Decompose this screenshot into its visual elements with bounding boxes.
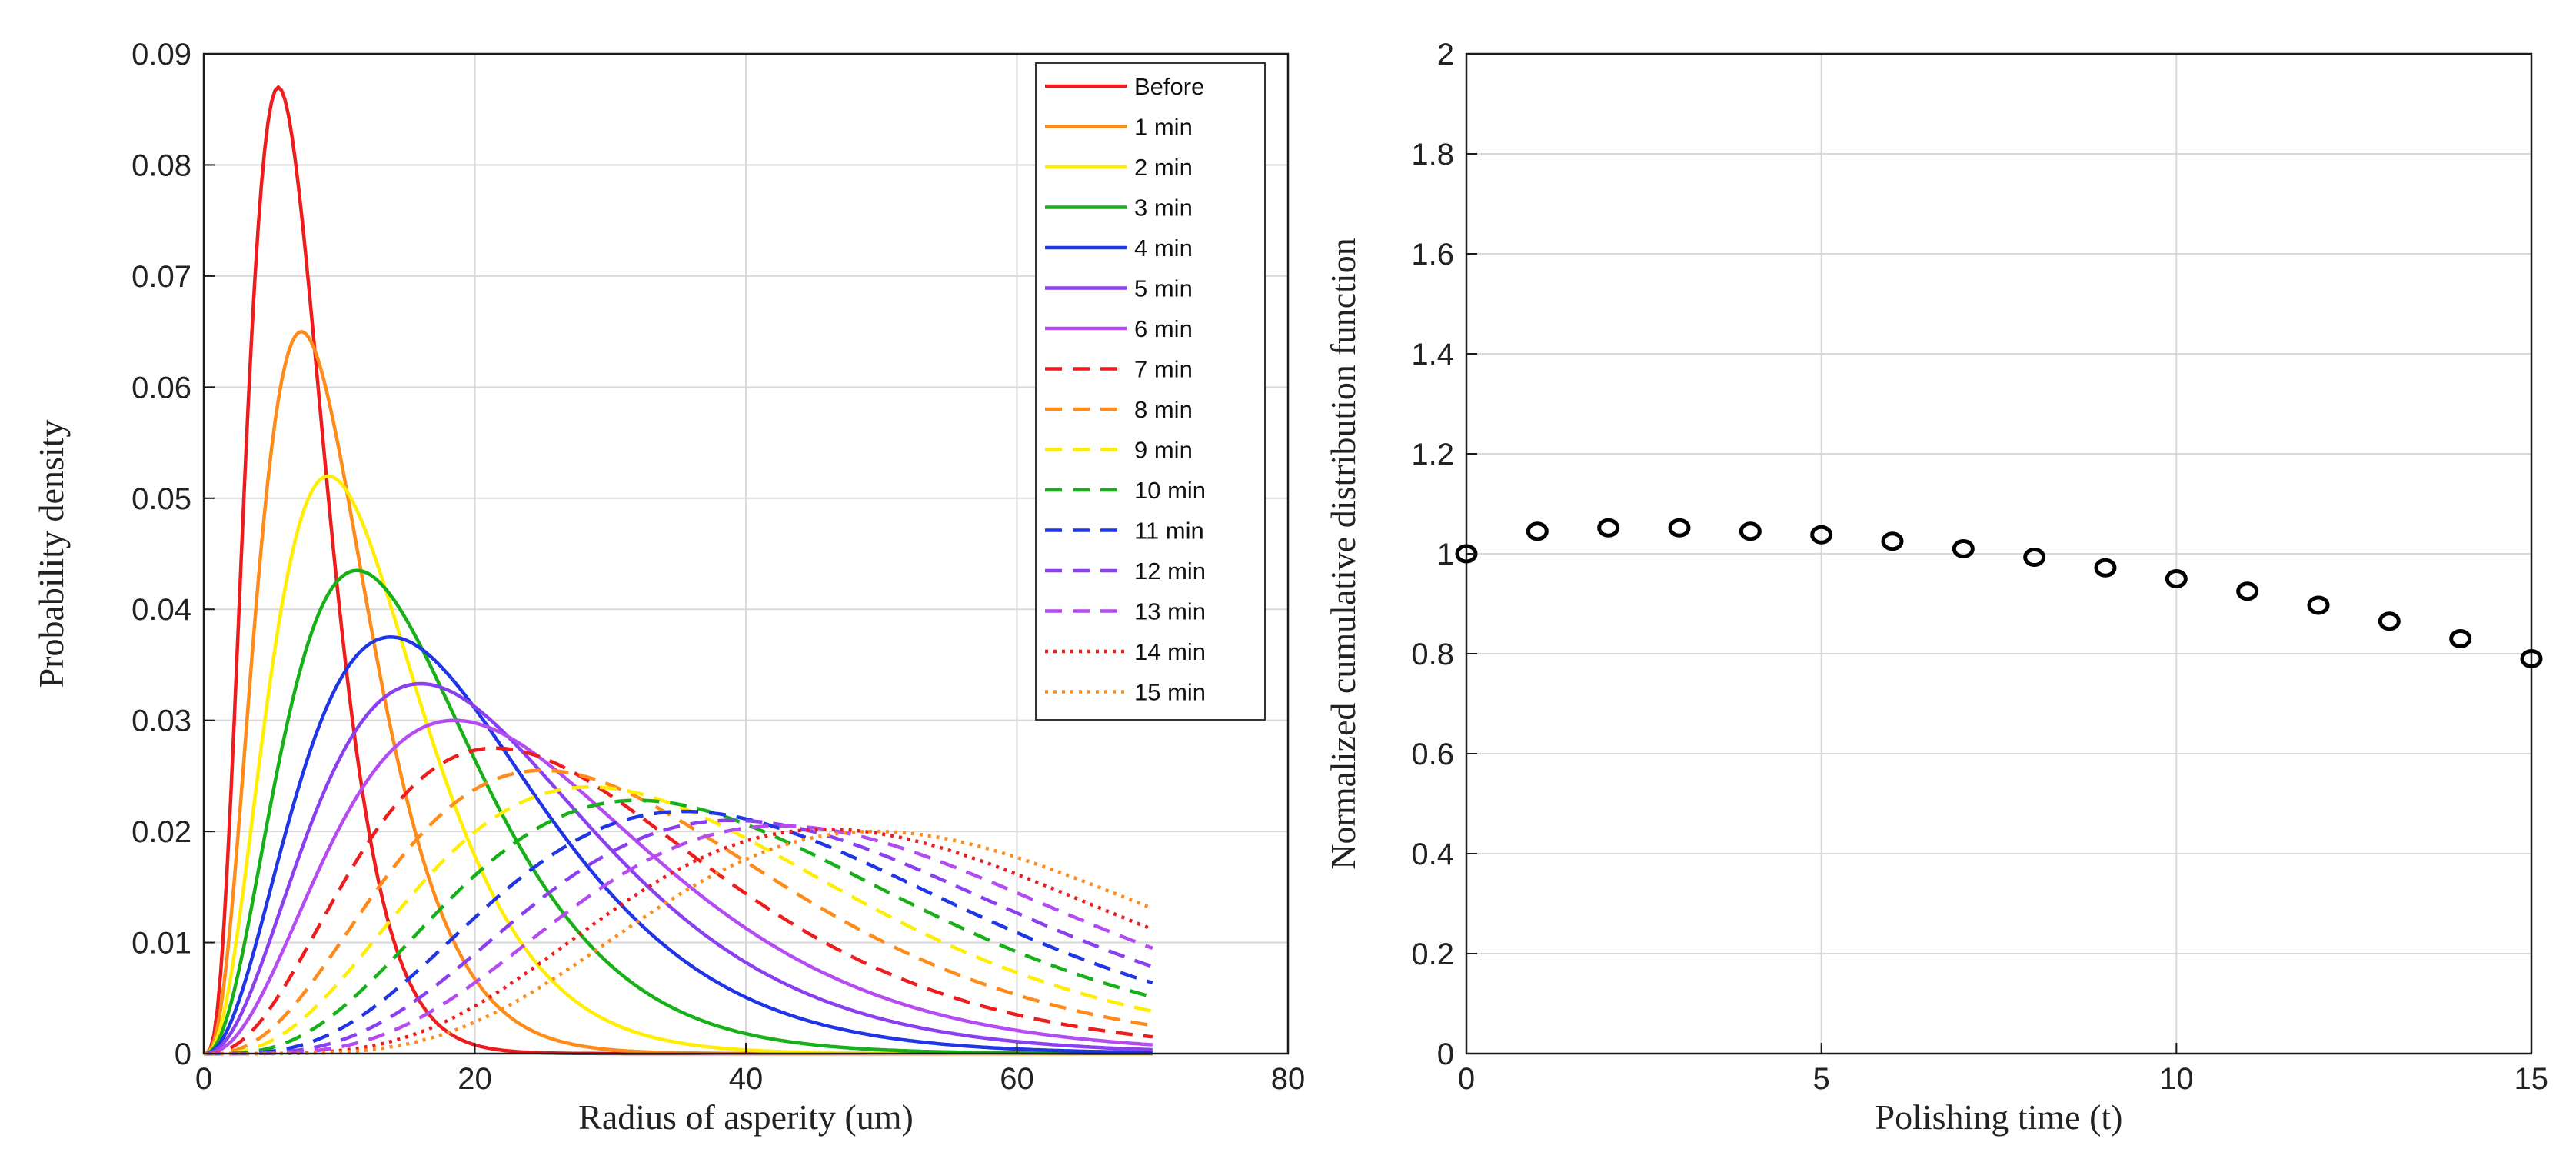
data-point [1881,531,1904,551]
series-line-8-min [204,768,1153,1056]
y-tick-label: 0.6 [1411,738,1454,771]
data-point [1952,539,1975,558]
legend-label: Before [1134,73,1204,100]
series-line-15-min [204,829,1153,1056]
data-point [2165,569,2188,588]
data-point [2307,595,2330,615]
legend-label: 9 min [1134,437,1193,464]
x-tick-label: 0 [1458,1062,1475,1096]
x-tick-label: 60 [1000,1062,1034,1096]
data-point [1526,521,1549,541]
series-line-9-min [204,785,1153,1056]
x-axis-label: Radius of asperity (um) [578,1097,914,1137]
x-tick-label: 80 [1271,1062,1306,1096]
legend-label: 5 min [1134,275,1193,302]
data-point [2236,581,2259,601]
legend-label: 10 min [1134,477,1206,504]
y-tick-label: 2 [1437,38,1454,72]
series-line-14-min [204,827,1153,1056]
series-line-10-min [204,798,1153,1056]
series-line-4-min [203,635,1153,1056]
y-tick-label: 0.06 [131,371,191,405]
probability-density-chart: 0 20 40 60 80 0 0.01 0.02 0.03 0.04 0.05 0.06 0.07 0.… [32,38,1305,1137]
normalized-cdf-chart: 0 5 10 15 0 0.2 0.4 0.6 0.8 1 1.2 1.4 1.6 1.8 2 Polishi… [1323,38,2548,1137]
y-tick-label: 0.07 [131,260,191,294]
y-tick-label: 0.03 [131,704,191,738]
series-line-13-min [204,824,1153,1056]
data-point [2520,649,2543,668]
y-tick-label: 0.2 [1411,938,1454,971]
series-line-11-min [204,809,1153,1056]
data-point [1668,518,1691,538]
legend-label: 2 min [1134,154,1193,181]
legend-label: 6 min [1134,315,1193,342]
y-tick-label: 1.2 [1411,438,1454,471]
x-tick-label: 10 [2159,1062,2194,1096]
y-tick-label: 0.08 [131,148,191,182]
legend-label: 8 min [1134,396,1193,423]
data-point [2023,548,2046,568]
legend-label: 15 min [1134,679,1206,706]
x-tick-label: 5 [1813,1062,1830,1096]
y-axis-label: Probability density [32,420,71,688]
y-tick-label: 0.02 [131,815,191,849]
y-tick-label: 0.04 [131,593,191,627]
y-tick-label: 1 [1437,538,1454,571]
y-tick-label: 0.4 [1411,838,1454,871]
legend-label: 13 min [1134,598,1206,625]
x-tick-label: 40 [729,1062,764,1096]
x-tick-label: 0 [195,1062,212,1096]
y-axis-label: Normalized cumulative distribution funct… [1323,238,1363,869]
x-tick-label: 20 [458,1062,492,1096]
y-tick-label: 1.8 [1411,138,1454,172]
data-point [1597,518,1620,538]
series-line-12-min [204,818,1153,1056]
data-point [2094,558,2117,578]
y-tick-label: 0.01 [131,927,191,961]
y-tick-label: 0.8 [1411,638,1454,671]
y-tick-label: 0 [1437,1037,1454,1071]
legend-label: 3 min [1134,195,1193,221]
data-point [2378,611,2401,631]
y-tick-label: 0 [175,1037,191,1071]
legend-label: 1 min [1134,114,1193,141]
data-point [1810,525,1833,545]
legend-label: 12 min [1134,558,1206,584]
series-line-5-min [203,681,1153,1056]
legend-label: 14 min [1134,638,1206,665]
y-tick-label: 0.09 [131,38,191,72]
data-point [1739,521,1762,541]
y-tick-label: 1.4 [1411,338,1454,371]
series-line-6-min [203,718,1153,1056]
x-tick-label: 15 [2514,1062,2549,1096]
data-point [2449,629,2472,648]
x-axis-label: Polishing time (t) [1875,1097,2123,1137]
y-tick-label: 0.05 [131,482,191,516]
y-tick-label: 1.6 [1411,238,1454,271]
legend-label: 7 min [1134,356,1193,383]
legend-label: 11 min [1134,518,1204,545]
legend-label: 4 min [1134,235,1193,261]
